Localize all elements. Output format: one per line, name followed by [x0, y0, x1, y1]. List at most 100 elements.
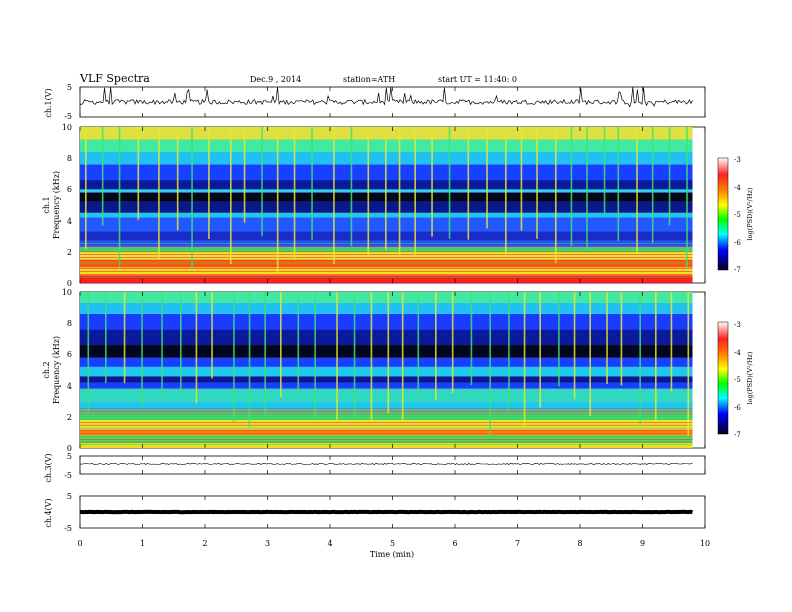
spectrogram-band	[80, 313, 693, 330]
x-tick-label: 4	[327, 539, 332, 548]
sferic-streak	[311, 127, 313, 241]
sferic-streak	[101, 127, 104, 226]
cb1-tick-m4: -4	[734, 184, 741, 192]
ch3-waveform-ylabel: ch.3(V)	[44, 453, 53, 482]
sferic-streak	[370, 292, 373, 421]
x-tick-label: 0	[77, 539, 82, 548]
sferic-streak	[87, 292, 90, 414]
colorbar-ch1-scale	[717, 157, 729, 271]
spectrogram-band	[80, 259, 693, 268]
x-tick-label: 3	[265, 539, 270, 548]
spectrogram-band	[80, 275, 693, 283]
sferic-streak	[280, 292, 282, 397]
cb2-tick-m7: -7	[734, 431, 741, 439]
x-tick-label: 10	[700, 539, 710, 548]
cb1-tick-m6: -6	[734, 239, 741, 247]
spectrogram-band	[80, 376, 693, 383]
sferic-streak	[431, 127, 433, 237]
sferic-streak	[467, 127, 470, 240]
sferic-streak	[606, 292, 608, 384]
spec1-ytick-8: 8	[67, 154, 72, 163]
sferic-streak	[141, 292, 143, 407]
sferic-streak	[655, 292, 657, 422]
sferic-streak	[118, 127, 121, 268]
sferic-streak	[293, 127, 296, 260]
sferic-streak	[668, 127, 671, 226]
cb2-tick-m4: -4	[734, 349, 741, 357]
spectrogram-band	[80, 251, 693, 260]
spectrogram-band	[80, 419, 693, 430]
sferic-streak	[523, 292, 526, 428]
spec1-channel-label: ch.1	[42, 196, 51, 213]
sferic-streak	[264, 292, 266, 415]
spec2-ylabel: Frequency (kHz)	[52, 336, 61, 404]
sferic-streak	[539, 292, 541, 408]
spec2-channel-label: ch.2	[42, 361, 51, 378]
sferic-streak	[620, 292, 623, 386]
x-tick-label: 5	[390, 539, 395, 548]
sferic-streak	[243, 127, 246, 223]
sferic-streak	[401, 292, 404, 421]
spectrogram-band	[80, 401, 693, 411]
colorbar-ch2: -3 -4 -5 -6 -7 log(PSD)(V²/Hz)	[717, 321, 754, 439]
spec2-ytick-6: 6	[67, 350, 72, 359]
cb1-tick-m5: -5	[734, 211, 741, 219]
spectrogram-band	[80, 302, 693, 314]
sferic-streak	[651, 127, 654, 244]
colorbar-ch1-label: log(PSD)(V²/Hz)	[746, 187, 754, 240]
spec2-ytick-2: 2	[67, 413, 72, 422]
ch1-waveform-trace	[79, 86, 693, 108]
sferic-streak	[176, 127, 179, 231]
sferic-streak	[555, 127, 557, 263]
sferic-streak	[603, 127, 606, 215]
start-time-label: start UT = 11:40: 0	[438, 75, 517, 84]
x-tick-label: 1	[140, 539, 145, 548]
sferic-streak	[470, 292, 473, 386]
spectrogram-band	[80, 382, 693, 389]
sferic-streak	[191, 127, 193, 271]
spectrogram-band	[80, 357, 693, 367]
cb2-tick-m5: -5	[734, 376, 741, 384]
spectrogram-band	[80, 388, 693, 402]
spectrogram-band	[80, 329, 693, 346]
colorbar-ch2-label: log(PSD)(V²/Hz)	[746, 351, 754, 404]
sferic-streak	[505, 127, 507, 255]
ch1-waveform-ylabel: ch.1(V)	[44, 88, 53, 117]
sferic-streak	[123, 292, 126, 384]
sferic-streak	[353, 292, 356, 419]
sferic-streak	[276, 127, 279, 274]
spec2-ytick-4: 4	[67, 382, 72, 391]
spec1-ytick-6: 6	[67, 185, 72, 194]
spectrogram-band	[80, 292, 693, 303]
sferic-streak	[261, 127, 263, 237]
sferic-streak	[520, 127, 523, 231]
sferic-streak	[435, 292, 437, 400]
x-tick-label: 7	[515, 539, 520, 548]
sferic-streak	[211, 292, 213, 379]
figure-title: VLF Spectra	[79, 72, 150, 85]
ch3-waveform-trace	[79, 462, 693, 465]
sferic-streak	[398, 127, 401, 256]
sferic-streak	[233, 292, 235, 423]
x-axis-ticks	[79, 87, 706, 528]
ch2-spectrogram	[80, 292, 693, 448]
spectrogram-band	[80, 443, 693, 448]
sferic-streak	[180, 292, 182, 393]
sferic-streak	[489, 292, 491, 439]
spectrogram-band	[80, 345, 693, 358]
ch3-ytick-top: 5	[67, 452, 72, 461]
station-label: station=ATH	[343, 75, 395, 84]
sferic-streak	[558, 292, 560, 387]
sferic-streak	[536, 127, 538, 239]
ch4-ytick-top: 5	[67, 492, 72, 501]
sferic-streak	[586, 127, 588, 252]
ch1-ytick-bottom: -5	[64, 112, 72, 121]
sferic-streak	[670, 292, 673, 392]
sferic-streak	[639, 292, 641, 426]
sferic-streak	[105, 292, 107, 384]
ch4-waveform-ylabel: ch.4(V)	[44, 498, 53, 527]
sferic-streak	[687, 292, 690, 436]
sferic-streak	[314, 292, 316, 419]
sferic-streak	[486, 127, 488, 229]
cb1-tick-m7: -7	[734, 266, 741, 274]
